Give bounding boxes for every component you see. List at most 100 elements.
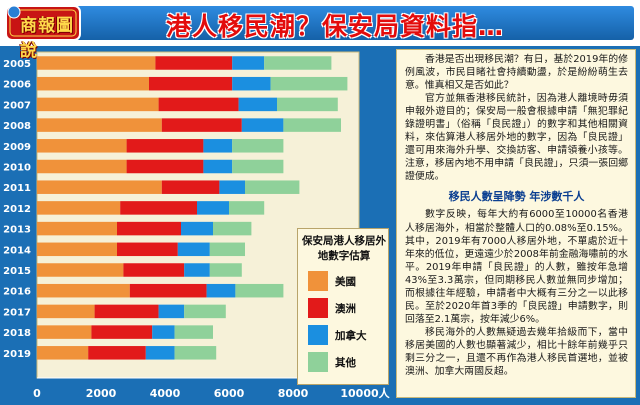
x-tick-label: 6000	[214, 387, 245, 400]
y-tick-label: 2011	[3, 183, 31, 194]
bar-canada-2005	[232, 56, 265, 70]
bar-australia-2016	[129, 283, 207, 298]
bar-other-2012	[229, 201, 265, 215]
y-tick-label: 2008	[3, 121, 31, 132]
bar-australia-2019	[88, 346, 146, 360]
bar-usa-2017	[37, 304, 95, 319]
legend-item-other: 其他	[308, 352, 388, 374]
bar-canada-2017	[158, 304, 185, 319]
bar-canada-2014	[177, 242, 210, 257]
y-tick-label: 2013	[3, 225, 31, 236]
bar-canada-2019	[145, 346, 175, 360]
legend-title: 保安局港人移居外地數字估算	[302, 235, 386, 262]
x-tick-label: 8000	[278, 387, 309, 400]
article-panel: 香港是否出現移民潮？有日，基於2019年的修例風波，市民目睹社會持續動盪，於是紛…	[396, 49, 636, 398]
bar-other-2011	[245, 180, 300, 194]
legend-swatch-australia	[308, 298, 328, 318]
y-tick-label: 2017	[3, 307, 31, 318]
bar-australia-2018	[91, 325, 153, 339]
bar-canada-2016	[206, 283, 236, 298]
bar-usa-2013	[37, 221, 117, 236]
bar-other-2014	[209, 242, 245, 257]
bar-usa-2009	[37, 139, 127, 153]
bar-other-2018	[174, 325, 213, 339]
bar-other-2019	[174, 346, 217, 360]
legend-label-australia: 澳洲	[335, 303, 356, 315]
x-tick-label: 4000	[150, 387, 181, 400]
bar-canada-2006	[232, 76, 271, 91]
headline: 港人移民潮？保安局資料指…	[166, 12, 505, 41]
bar-canada-2007	[238, 97, 277, 112]
y-tick-label: 2018	[3, 328, 31, 339]
bar-other-2013	[213, 221, 252, 236]
bar-canada-2018	[152, 325, 175, 339]
bar-australia-2005	[155, 56, 233, 70]
bar-other-2007	[277, 97, 338, 112]
bar-canada-2013	[181, 221, 213, 236]
bar-other-2005	[264, 56, 332, 70]
y-tick-label: 2010	[3, 163, 31, 174]
y-tick-label: 2009	[3, 142, 31, 153]
x-tick-label: 10000人	[340, 386, 390, 400]
bar-usa-2016	[37, 283, 130, 298]
article-subheading: 移民人數呈降勢 年涉數千人	[448, 190, 585, 204]
bar-usa-2007	[37, 97, 159, 112]
bar-canada-2011	[219, 180, 245, 194]
bar-australia-2009	[126, 139, 204, 153]
bar-canada-2009	[203, 139, 233, 153]
legend-item-usa: 美國	[308, 271, 388, 293]
bar-australia-2013	[117, 221, 181, 236]
bar-usa-2011	[37, 180, 162, 194]
bar-other-2017	[184, 304, 226, 319]
legend-item-canada: 加拿大	[308, 325, 388, 347]
bar-australia-2008	[161, 118, 242, 132]
bar-australia-2006	[149, 76, 233, 91]
bar-canada-2010	[203, 159, 233, 174]
bar-canada-2008	[241, 118, 284, 132]
legend-swatch-other	[308, 352, 328, 372]
legend-label-other: 其他	[335, 357, 356, 369]
bar-other-2008	[283, 118, 341, 132]
bar-australia-2007	[158, 97, 239, 112]
bar-australia-2014	[117, 242, 178, 257]
y-tick-label: 2006	[3, 80, 31, 91]
legend-swatch-canada	[308, 325, 328, 345]
bar-other-2010	[232, 159, 284, 174]
legend-swatch-usa	[308, 271, 328, 291]
y-tick-label: 2012	[3, 204, 31, 215]
header-banner	[76, 6, 634, 40]
y-tick-label: 2014	[3, 245, 31, 256]
y-tick-label: 2019	[3, 349, 31, 360]
bar-australia-2011	[161, 180, 220, 194]
bar-other-2015	[209, 263, 242, 277]
bar-other-2006	[270, 76, 348, 91]
legend-label-usa: 美國	[335, 276, 356, 288]
bar-usa-2010	[37, 159, 127, 174]
bar-other-2016	[235, 283, 284, 298]
chart-legend: 保安局港人移居外地數字估算 美國 澳洲 加拿大 其他	[297, 228, 389, 385]
bar-usa-2019	[37, 346, 89, 360]
article-paragraph-1: 香港是否出現移民潮？有日，基於2019年的修例風波，市民目睹社會持續動盪，於是紛…	[405, 54, 628, 92]
legend-label-canada: 加拿大	[335, 330, 367, 342]
y-tick-label: 2007	[3, 100, 31, 111]
bar-usa-2014	[37, 242, 117, 257]
y-tick-label: 2005	[3, 59, 31, 70]
bar-canada-2015	[184, 263, 210, 277]
bar-usa-2018	[37, 325, 92, 339]
bar-other-2009	[232, 139, 284, 153]
badge-emblem-icon	[5, 5, 81, 41]
newspaper-badge: 商報圖說	[4, 2, 82, 61]
x-tick-label: 0	[33, 387, 41, 400]
legend-item-australia: 澳洲	[308, 298, 388, 320]
y-tick-label: 2016	[3, 287, 31, 298]
x-tick-label: 2000	[86, 387, 117, 400]
bar-usa-2012	[37, 201, 121, 215]
y-tick-label: 2015	[3, 266, 31, 277]
bar-usa-2006	[37, 76, 149, 91]
bar-usa-2005	[37, 56, 156, 70]
bar-usa-2015	[37, 263, 124, 277]
bar-australia-2010	[126, 159, 204, 174]
bar-usa-2008	[37, 118, 162, 132]
bar-australia-2017	[94, 304, 159, 319]
